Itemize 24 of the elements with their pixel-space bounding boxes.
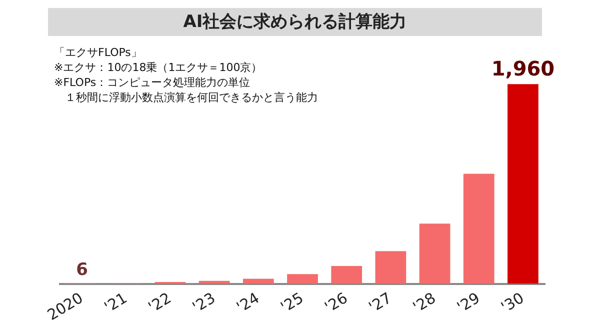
x-tick-label: '28: [410, 288, 439, 316]
x-tick-label: '29: [454, 288, 483, 316]
x-tick-label: '25: [277, 288, 307, 316]
bar: [375, 251, 406, 284]
text: 「エクサFLOPs」: [54, 45, 143, 60]
x-tick-label: '21: [101, 288, 130, 316]
annotation: １秒間に浮動小数点演算を何回できるかと言う能力: [64, 90, 318, 105]
x-tick-label: '27: [366, 288, 395, 316]
text: ※エクサ：10の18乗（1エクサ＝100京）: [54, 60, 264, 75]
chart-title: AI社会に求められる計算能力: [48, 8, 542, 36]
bar: [331, 266, 362, 284]
x-tick-label: '23: [189, 288, 218, 316]
bar: [419, 224, 450, 284]
x-tick-label: '26: [322, 288, 351, 316]
data-label: 1,960: [491, 56, 555, 80]
bar: [242, 278, 274, 284]
annotation: ※FLOPs：コンピュータ処理能力の単位: [54, 75, 252, 90]
data-label: 6: [76, 260, 88, 280]
x-tick-label: '22: [145, 288, 174, 316]
bar: [287, 274, 318, 284]
x-tick-label: '24: [233, 288, 263, 316]
bar: [463, 174, 494, 284]
bar: [508, 84, 538, 284]
x-tick-label: '30: [498, 288, 528, 316]
